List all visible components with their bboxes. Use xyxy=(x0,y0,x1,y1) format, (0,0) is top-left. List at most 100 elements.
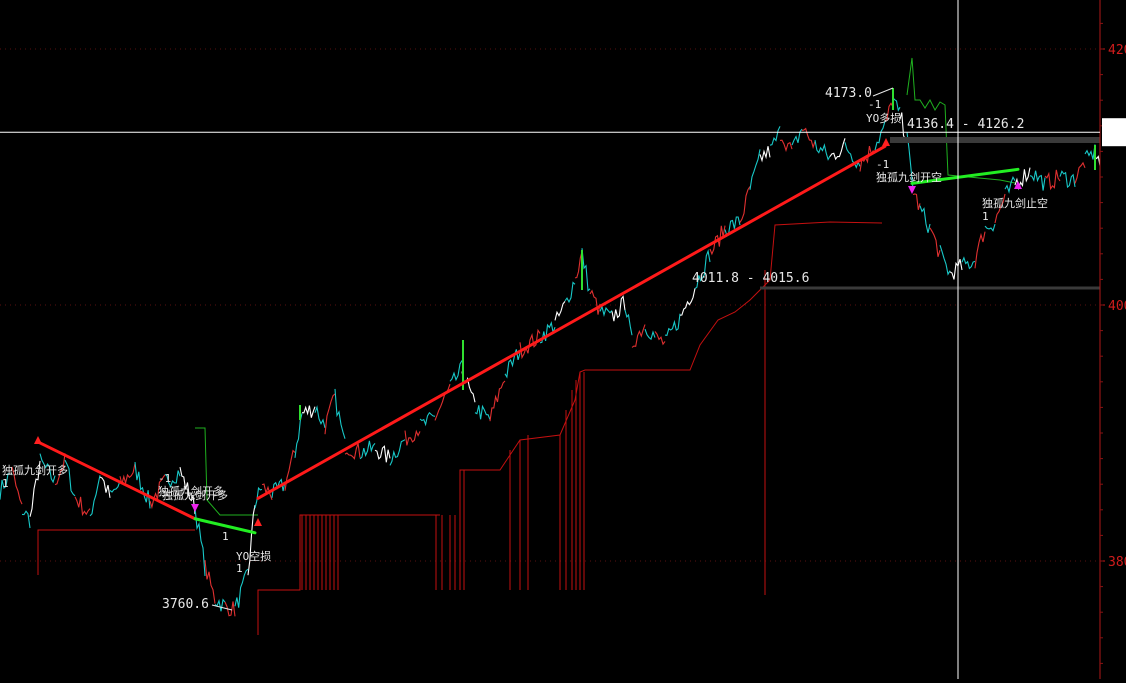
price-candle-segment xyxy=(1084,144,1096,160)
axis-tick-label: 400 xyxy=(1108,299,1126,314)
signal-label: YO空损 xyxy=(236,549,271,563)
trend-line xyxy=(193,517,257,535)
price-candle-segment xyxy=(1029,170,1046,191)
price-candle-segment xyxy=(449,360,463,382)
label-connector xyxy=(211,604,233,611)
price-candle-segment xyxy=(844,142,861,169)
price-candle-segment xyxy=(939,245,951,276)
label-connector xyxy=(872,87,894,97)
signal-label: YO多损 xyxy=(866,111,901,125)
price-candle-segment xyxy=(829,138,846,161)
signal-label: 1 xyxy=(236,562,243,575)
price-candle-segment xyxy=(664,313,681,337)
price-series xyxy=(0,88,1101,617)
price-candle-segment xyxy=(519,328,541,360)
price-candle-segment xyxy=(224,601,236,617)
annotation-labels: 4173.0 4136.4 - 4126.2 4011.8 - 4015.6 3760… xyxy=(2,86,1100,612)
price-candle-segment xyxy=(179,466,196,515)
signal-label: -1 xyxy=(868,98,881,111)
price-candle-segment xyxy=(0,473,13,500)
price-candle-segment xyxy=(599,304,613,318)
price-candle-segment xyxy=(1074,161,1086,184)
indicator-step-line xyxy=(37,529,195,575)
price-candle-segment xyxy=(334,388,346,439)
axis-tick-label: 380 xyxy=(1108,555,1126,570)
price-candle-segment xyxy=(769,126,781,146)
price-candle-segment xyxy=(64,459,76,497)
price-candle-segment xyxy=(119,463,136,486)
price-candle-segment xyxy=(929,227,941,257)
sell-signal-marker xyxy=(908,186,916,194)
buy-signal-marker xyxy=(254,518,262,526)
price-candle-segment xyxy=(892,97,901,112)
price-candle-segment xyxy=(247,505,256,576)
signal-label: 独孤九剑开多 xyxy=(2,463,68,477)
trend-line xyxy=(256,144,887,500)
price-candle-segment xyxy=(694,249,711,290)
price-candle-segment xyxy=(254,486,263,509)
price-candle-segment xyxy=(1044,169,1061,191)
price-candle-segment xyxy=(814,139,831,161)
price-candle-segment xyxy=(294,413,303,458)
price-candle-segment xyxy=(21,510,31,529)
signal-label: 独孤九剑开多 xyxy=(158,484,224,498)
level-label-low: 3760.6 xyxy=(162,597,209,612)
price-candle-segment xyxy=(419,411,436,427)
price-candle-segment xyxy=(974,231,986,269)
price-candle-segment xyxy=(89,475,101,517)
price-candle-segment xyxy=(611,295,626,322)
price-candle-segment xyxy=(204,560,216,604)
price-candle-segment xyxy=(759,146,771,163)
price-candle-segment xyxy=(74,496,91,517)
price-candle-segment xyxy=(374,445,391,463)
price-candle-segment xyxy=(54,453,66,486)
price-candle-segment xyxy=(234,568,249,608)
price-candle-segment xyxy=(324,393,336,435)
indicator-green-line xyxy=(195,427,258,516)
price-candle-segment xyxy=(709,225,726,256)
price-candle-segment xyxy=(271,478,286,498)
price-candle-segment xyxy=(194,507,206,577)
price-candle-segment xyxy=(214,598,226,612)
price-candle-segment xyxy=(134,462,151,509)
price-candle-segment xyxy=(984,223,996,232)
indicator-step-line xyxy=(257,514,440,635)
price-candle-segment xyxy=(912,193,921,210)
indicator-step-line xyxy=(459,221,883,590)
price-candle-segment xyxy=(874,121,886,151)
signal-label: 1 xyxy=(2,477,9,490)
price-candle-segment xyxy=(949,258,963,280)
signal-label: 独孤九剑开空 xyxy=(876,170,942,184)
buy-signal-marker xyxy=(1014,181,1022,189)
price-candle-segment xyxy=(554,301,566,321)
axis-tick-label: 420 xyxy=(1108,43,1126,58)
price-candle-segment xyxy=(261,483,273,500)
price-axis: 420 400 380 xyxy=(1099,0,1126,679)
price-candle-segment xyxy=(11,466,23,505)
crosshair-price-box xyxy=(1102,118,1126,147)
price-candle-segment xyxy=(654,331,666,346)
signal-label: 独孤九剑开多 xyxy=(162,488,228,502)
price-candle-segment xyxy=(284,449,296,491)
price-candle-segment xyxy=(589,289,601,315)
price-candle-segment xyxy=(39,453,56,484)
trend-line xyxy=(36,440,197,521)
price-candle-segment xyxy=(884,102,894,122)
price-candle-segment xyxy=(29,460,41,517)
signal-label: 独孤九剑止空 xyxy=(982,196,1048,210)
indicator-green-line xyxy=(906,57,1016,184)
price-candle-segment xyxy=(624,309,633,336)
signal-label: -1 xyxy=(158,472,171,485)
trend-line xyxy=(910,167,1020,185)
price-candle-segment xyxy=(99,476,111,498)
price-candle-segment xyxy=(1004,176,1016,194)
trend-lines xyxy=(36,144,1020,535)
price-candle-segment xyxy=(631,324,646,348)
level-label-range: 4136.4 - 4126.2 xyxy=(907,117,1024,132)
price-candle-segment xyxy=(779,139,793,153)
level-label-high: 4173.0 xyxy=(825,86,872,101)
signal-markers xyxy=(34,138,1022,526)
